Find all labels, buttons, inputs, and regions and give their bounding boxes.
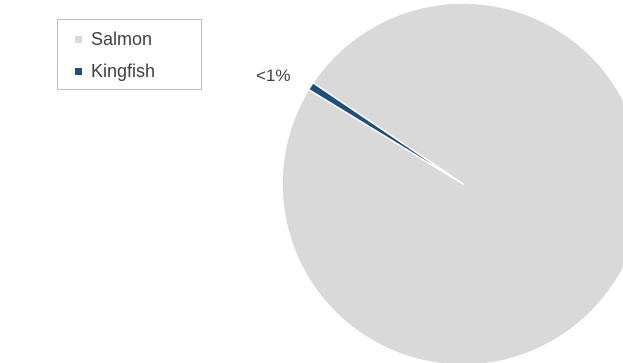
pie-slice-kingfish	[307, 82, 464, 185]
pie-slice-salmon	[281, 2, 623, 363]
legend-label-kingfish: Kingfish	[91, 61, 156, 81]
legend-label-salmon: Salmon	[91, 29, 153, 49]
legend-item-salmon: Salmon	[75, 28, 152, 50]
data-label-kingfish: <1%	[256, 66, 291, 85]
legend: Salmon Kingfish	[57, 19, 202, 90]
legend-item-kingfish: Kingfish	[75, 60, 155, 82]
legend-swatch-kingfish	[75, 67, 82, 75]
legend-swatch-salmon	[75, 35, 82, 43]
